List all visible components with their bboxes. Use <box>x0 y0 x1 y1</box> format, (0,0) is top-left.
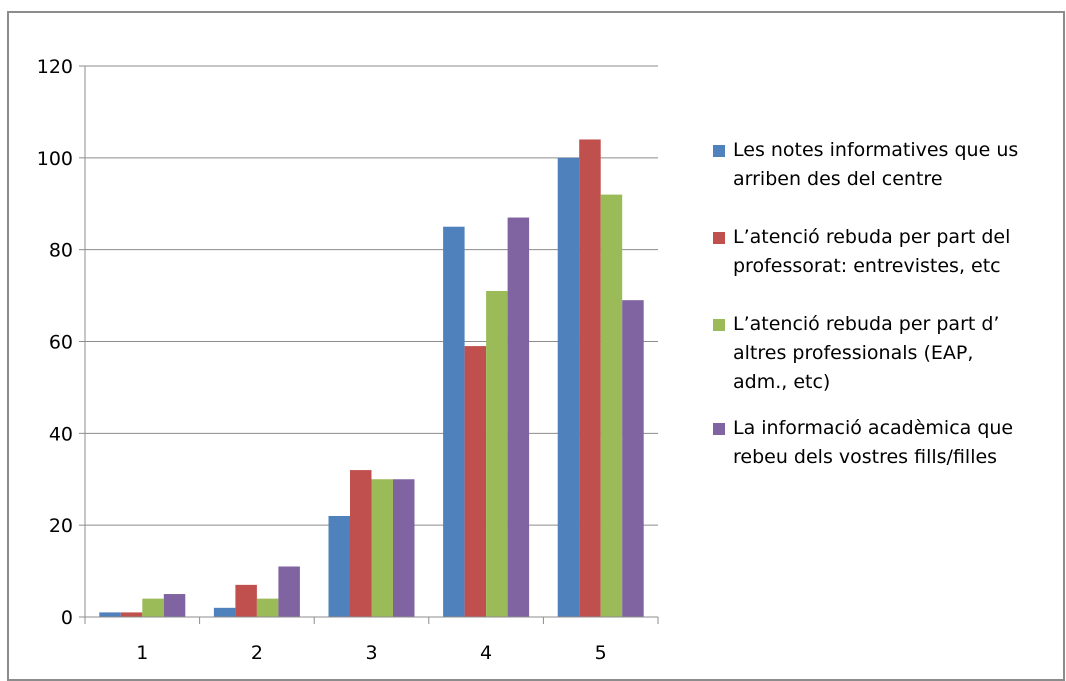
legend-swatch <box>713 232 725 244</box>
bar-series2-cat2 <box>235 584 257 617</box>
y-tick-label: 20 <box>49 515 73 537</box>
x-tick-label: 2 <box>251 642 263 664</box>
tick-labels: 0 20 40 60 80 100 120 1 2 3 4 5 <box>37 56 607 664</box>
bar-series4-cat4 <box>507 217 530 617</box>
bar-series1-cat4 <box>443 226 465 617</box>
bar-series2-cat4 <box>464 346 487 617</box>
bar-series3-cat5 <box>600 194 623 617</box>
legend-item-2: L’atenció rebuda per part del professora… <box>713 223 1063 281</box>
y-tick-label: 120 <box>37 56 73 78</box>
bar-series2-cat3 <box>350 470 372 617</box>
axes <box>79 65 659 624</box>
legend-item-3: L’atenció rebuda per part d’ altres prof… <box>713 310 1063 397</box>
bar-series1-cat3 <box>328 515 350 617</box>
x-tick-label: 1 <box>136 642 148 664</box>
bar-series4-cat3 <box>393 479 415 617</box>
y-tick-label: 80 <box>49 240 73 262</box>
bar-series2-cat5 <box>579 139 601 617</box>
legend-item-1: Les notes informatives que us arriben de… <box>713 136 1063 194</box>
bar-series4-cat1 <box>163 594 186 617</box>
bar-series4-cat5 <box>622 300 644 617</box>
bar-series4-cat2 <box>278 566 300 617</box>
legend-label: L’atenció rebuda per part d’ altres prof… <box>733 313 1000 393</box>
legend-item-4: La informació acadèmica que rebeu dels v… <box>713 414 1063 472</box>
legend: Les notes informatives que us arriben de… <box>713 136 1063 472</box>
bar-series3-cat1 <box>142 598 164 617</box>
y-tick-label: 0 <box>61 607 73 629</box>
bar-series3-cat2 <box>256 598 279 617</box>
legend-swatch <box>713 319 725 331</box>
bar-series3-cat3 <box>371 479 393 617</box>
chart-frame <box>7 11 1065 681</box>
bars <box>99 139 644 617</box>
bar-series1-cat1 <box>99 612 121 617</box>
bar-series2-cat1 <box>120 612 143 617</box>
y-tick-label: 100 <box>37 148 73 170</box>
legend-swatch <box>713 423 725 435</box>
legend-label: L’atenció rebuda per part del professora… <box>733 226 1011 277</box>
y-tick-label: 40 <box>49 423 73 445</box>
x-tick-label: 4 <box>480 642 492 664</box>
bar-series1-cat5 <box>557 157 580 617</box>
x-tick-label: 5 <box>595 642 607 664</box>
legend-label: La informació acadèmica que rebeu dels v… <box>733 417 1014 468</box>
legend-label: Les notes informatives que us arriben de… <box>733 139 1019 190</box>
y-tick-label: 60 <box>49 332 73 354</box>
legend-swatch <box>713 145 725 157</box>
x-tick-label: 3 <box>365 642 377 664</box>
bar-series3-cat4 <box>486 290 508 617</box>
bar-series1-cat2 <box>213 607 236 617</box>
